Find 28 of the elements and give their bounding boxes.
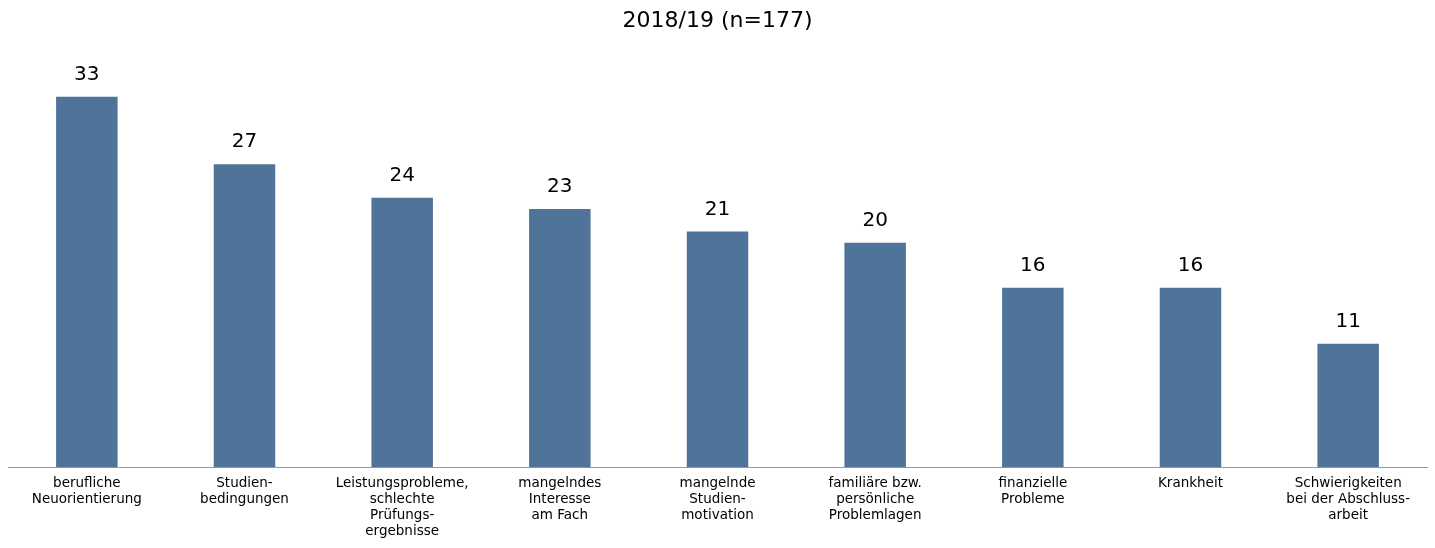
x-tick-label: berufliche Neuorientierung	[31, 473, 142, 506]
bar	[1317, 343, 1379, 468]
bar	[844, 242, 906, 468]
bar	[1159, 287, 1222, 468]
bar	[686, 231, 749, 468]
data-label: 27	[231, 128, 258, 153]
x-tick-label: mangelnde Studien- motivation	[679, 473, 756, 523]
x-tick-label: Krankheit	[1158, 473, 1223, 490]
bar	[56, 96, 118, 468]
data-label: 16	[1177, 251, 1204, 276]
bar	[371, 197, 433, 468]
data-label: 11	[1335, 307, 1361, 332]
x-tick-label: Leistungsprobleme, schlechte Prüfungs- ergebnisse	[335, 473, 469, 539]
x-tick-label: Schwierigkeiten bei der Abschluss- arbeit	[1286, 473, 1411, 523]
bar	[1002, 287, 1064, 468]
x-tick-label: mangelndes Interesse am Fach	[518, 473, 602, 523]
x-tick-label: finanzielle Probleme	[998, 473, 1068, 506]
data-label: 33	[74, 61, 100, 86]
data-label: 24	[389, 162, 415, 187]
bar	[213, 164, 276, 468]
data-label: 23	[547, 173, 573, 198]
x-tick-label: Studien- bedingungen	[200, 473, 289, 506]
data-label: 16	[1020, 251, 1046, 276]
chart-title: 2018/19 (n=177)	[622, 6, 813, 32]
x-tick-label: familiäre bzw. persönliche Problemlagen	[828, 473, 922, 523]
data-label: 20	[862, 206, 888, 231]
data-label: 21	[704, 195, 731, 220]
bar	[529, 209, 591, 468]
